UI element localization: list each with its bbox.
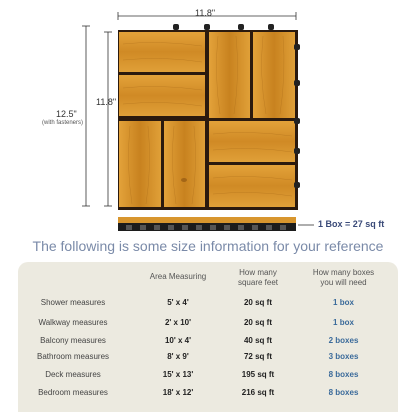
outer-height-label: 12.5" <box>56 109 77 119</box>
row-area: 5' x 4' <box>167 298 189 307</box>
inner-height-label: 11.8" <box>96 97 117 107</box>
row-area: 8' x 9' <box>167 352 189 361</box>
row-boxes: 1 box <box>333 298 354 307</box>
deck-tile-image <box>118 30 298 210</box>
row-label: Bedroom measures <box>38 388 108 397</box>
size-table: Area Measuring How many square feet How … <box>18 262 398 412</box>
row-sqft: 20 sq ft <box>243 318 272 327</box>
header-boxes: How many boxes you will need <box>312 268 375 287</box>
row-sqft: 72 sq ft <box>243 352 272 361</box>
row-boxes: 2 boxes <box>328 336 359 345</box>
header-sqft: How many square feet <box>237 268 279 287</box>
tile-side-profile <box>118 217 296 231</box>
row-label: Balcony measures <box>40 336 106 345</box>
row-label: Bathroom measures <box>36 352 110 361</box>
row-area: 2' x 10' <box>164 318 192 327</box>
row-sqft: 216 sq ft <box>241 388 275 397</box>
row-boxes: 3 boxes <box>328 352 359 361</box>
row-boxes: 8 boxes <box>328 370 359 379</box>
header-area: Area Measuring <box>149 272 207 281</box>
row-area: 15' x 13' <box>162 370 194 379</box>
row-sqft: 195 sq ft <box>241 370 275 379</box>
row-area: 18' x 12' <box>162 388 194 397</box>
section-heading: The following is some size information f… <box>32 238 384 254</box>
row-label: Walkway measures <box>38 318 108 327</box>
width-dimension-label: 11.8" <box>195 8 216 18</box>
row-label: Shower measures <box>40 298 106 307</box>
fasteners-note: (with fasteners) <box>42 120 84 126</box>
fastener-clips <box>173 24 300 188</box>
dimension-lines <box>82 12 314 226</box>
row-boxes: 1 box <box>333 318 354 327</box>
row-area: 10' x 4' <box>164 336 192 345</box>
row-sqft: 40 sq ft <box>243 336 272 345</box>
row-label: Deck measures <box>45 370 101 379</box>
box-coverage-note: 1 Box = 27 sq ft <box>318 219 385 229</box>
row-boxes: 8 boxes <box>328 388 359 397</box>
row-sqft: 20 sq ft <box>243 298 272 307</box>
